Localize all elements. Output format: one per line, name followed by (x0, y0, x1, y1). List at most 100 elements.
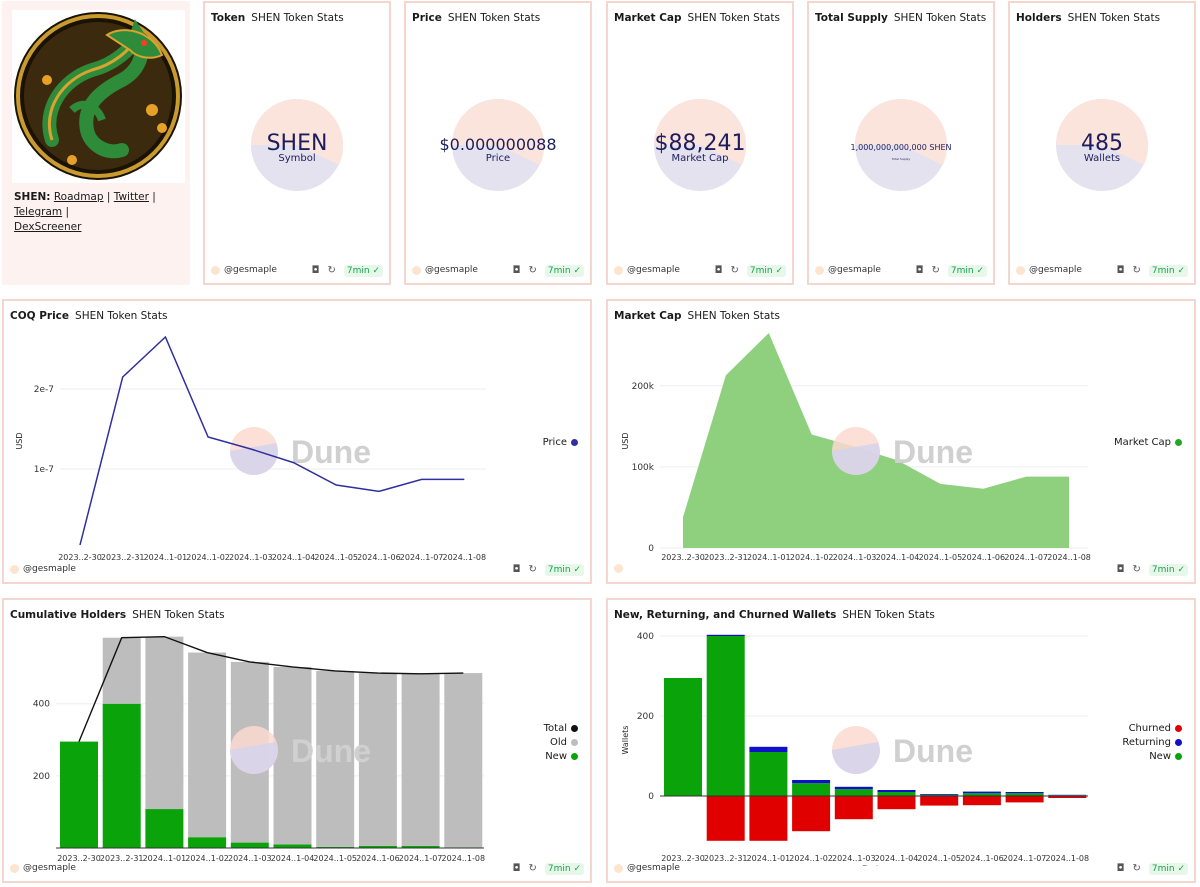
author-name: @gesmaple (828, 265, 881, 275)
legend-label: Market Cap (1113, 436, 1171, 448)
legend-dot (1175, 752, 1182, 760)
author-link[interactable]: @gesmaple (815, 265, 881, 275)
x-tick-label: 2024..1-01 (747, 854, 791, 863)
counter-card-total-supply: Total Supply SHEN Token Stats 1,000,000,0… (807, 1, 995, 285)
card-title: Total Supply SHEN Token Stats (815, 12, 986, 24)
camera-icon[interactable]: ◘ (915, 265, 924, 276)
y-axis-title: Wallets (621, 726, 630, 755)
bar-new (358, 845, 397, 848)
refresh-icon[interactable]: ↻ (1132, 863, 1141, 874)
legend-label: Price (542, 436, 567, 448)
author-link[interactable]: @gesmaple (211, 265, 277, 275)
legend-dot (571, 752, 578, 760)
y-tick-label: 200k (632, 382, 655, 392)
card-footer: @gesmaple ◘ ↻ 7min ✓ (211, 265, 383, 279)
dexscreener-link[interactable]: DexScreener (14, 221, 82, 233)
counter-subtitle: SHEN Token Stats (687, 12, 780, 24)
author-link[interactable] (614, 564, 627, 573)
link-separator: | (62, 206, 70, 218)
x-tick-label: 2024..1-02 (186, 553, 230, 562)
bar-returning (749, 746, 788, 752)
bar-new (792, 783, 831, 796)
refresh-badge: 7min ✓ (1148, 564, 1188, 576)
x-tick-label: 2024..1-08 (442, 553, 486, 562)
bar-new (273, 844, 312, 848)
camera-icon[interactable]: ◘ (311, 265, 320, 276)
refresh-time: 7min (1151, 864, 1175, 874)
bar-returning (792, 780, 831, 784)
author-link[interactable]: @gesmaple (412, 265, 478, 275)
bar-churned (834, 796, 873, 820)
bar-new (145, 809, 184, 848)
x-tick-label: 2024..1-07 (400, 553, 444, 562)
bar-new (664, 678, 702, 796)
refresh-icon[interactable]: ↻ (1132, 564, 1141, 575)
legend-item-old: Old (544, 735, 578, 749)
legend-dot (571, 738, 578, 746)
refresh-time: 7min (950, 266, 974, 276)
bar-returning (706, 634, 745, 636)
camera-icon[interactable]: ◘ (512, 265, 521, 276)
card-footer: @gesmaple ◘ ↻ 7min ✓ (1016, 265, 1188, 279)
legend-dot (1175, 738, 1182, 746)
camera-icon[interactable]: ◘ (1116, 265, 1125, 276)
camera-icon[interactable]: ◘ (1116, 863, 1125, 874)
refresh-badge: 7min ✓ (544, 564, 584, 576)
avatar (10, 564, 19, 574)
refresh-badge: 7min ✓ (544, 863, 584, 875)
bar-returning (877, 790, 916, 792)
y-tick-label: 2e-7 (34, 385, 54, 395)
legend-item-marketcap: Market Cap (1114, 435, 1182, 449)
legend-dot (1175, 724, 1182, 732)
legend-item-churned: Churned (1122, 721, 1182, 735)
card-footer: @gesmaple ◘ ↻ 7min ✓ (815, 265, 987, 279)
refresh-time: 7min (547, 864, 571, 874)
card-footer: @gesmaple ◘ ↻ 7min ✓ (10, 564, 584, 578)
author-link[interactable]: @gesmaple (10, 564, 76, 574)
camera-icon[interactable]: ◘ (512, 863, 521, 874)
counter-pie-bg (1056, 99, 1148, 191)
author-link[interactable]: @gesmaple (614, 265, 680, 275)
bar-old (145, 636, 184, 810)
twitter-link[interactable]: Twitter (113, 191, 149, 203)
refresh-icon[interactable]: ↻ (528, 863, 537, 874)
x-tick-label: 2024..1-04 (876, 553, 920, 562)
refresh-icon[interactable]: ↻ (528, 265, 537, 276)
counter-card-holders: Holders SHEN Token Stats 485 Wallets @ges… (1008, 1, 1196, 285)
x-tick-label: 2024..1-07 (1003, 854, 1047, 863)
card-title: COQ Price SHEN Token Stats (10, 310, 167, 322)
author-link[interactable]: @gesmaple (1016, 265, 1082, 275)
bar-churned (962, 796, 1001, 806)
refresh-icon[interactable]: ↻ (327, 265, 336, 276)
x-tick-label: 2024..1-03 (229, 553, 273, 562)
x-tick-label: 2024..1-05 (919, 553, 963, 562)
legend-item-price: Price (543, 435, 578, 449)
refresh-icon[interactable]: ↻ (528, 564, 537, 575)
counter-subtitle: SHEN Token Stats (251, 12, 344, 24)
card-footer: @gesmaple ◘ ↻ 7min ✓ (10, 863, 584, 877)
bar-churned (877, 796, 916, 810)
roadmap-link[interactable]: Roadmap (53, 191, 104, 203)
counter-value: $0.000000088 (439, 135, 557, 154)
link-separator: | (148, 191, 156, 203)
refresh-time: 7min (1151, 565, 1175, 575)
counter-card-market-cap: Market Cap SHEN Token Stats $88,241 Marke… (606, 1, 794, 285)
counter-circle: SHEN Symbol (251, 99, 343, 191)
bar-new (706, 636, 745, 796)
refresh-icon[interactable]: ↻ (1132, 265, 1141, 276)
card-footer: @gesmaple ◘ ↻ 7min ✓ (412, 265, 584, 279)
x-tick-label: 2023..2-30 (58, 553, 102, 562)
author-link[interactable]: @gesmaple (614, 863, 680, 873)
camera-icon[interactable]: ◘ (1116, 564, 1125, 575)
legend-label: Total (543, 722, 567, 734)
camera-icon[interactable]: ◘ (512, 564, 521, 575)
camera-icon[interactable]: ◘ (714, 265, 723, 276)
marketcap-area (683, 333, 1070, 548)
y-tick-label: 1e-7 (34, 465, 54, 475)
author-link[interactable]: @gesmaple (10, 863, 76, 873)
dune-watermark: Dune (832, 427, 973, 475)
bar-new (1005, 793, 1044, 796)
telegram-link[interactable]: Telegram (14, 206, 63, 218)
refresh-icon[interactable]: ↻ (730, 265, 739, 276)
refresh-icon[interactable]: ↻ (931, 265, 940, 276)
